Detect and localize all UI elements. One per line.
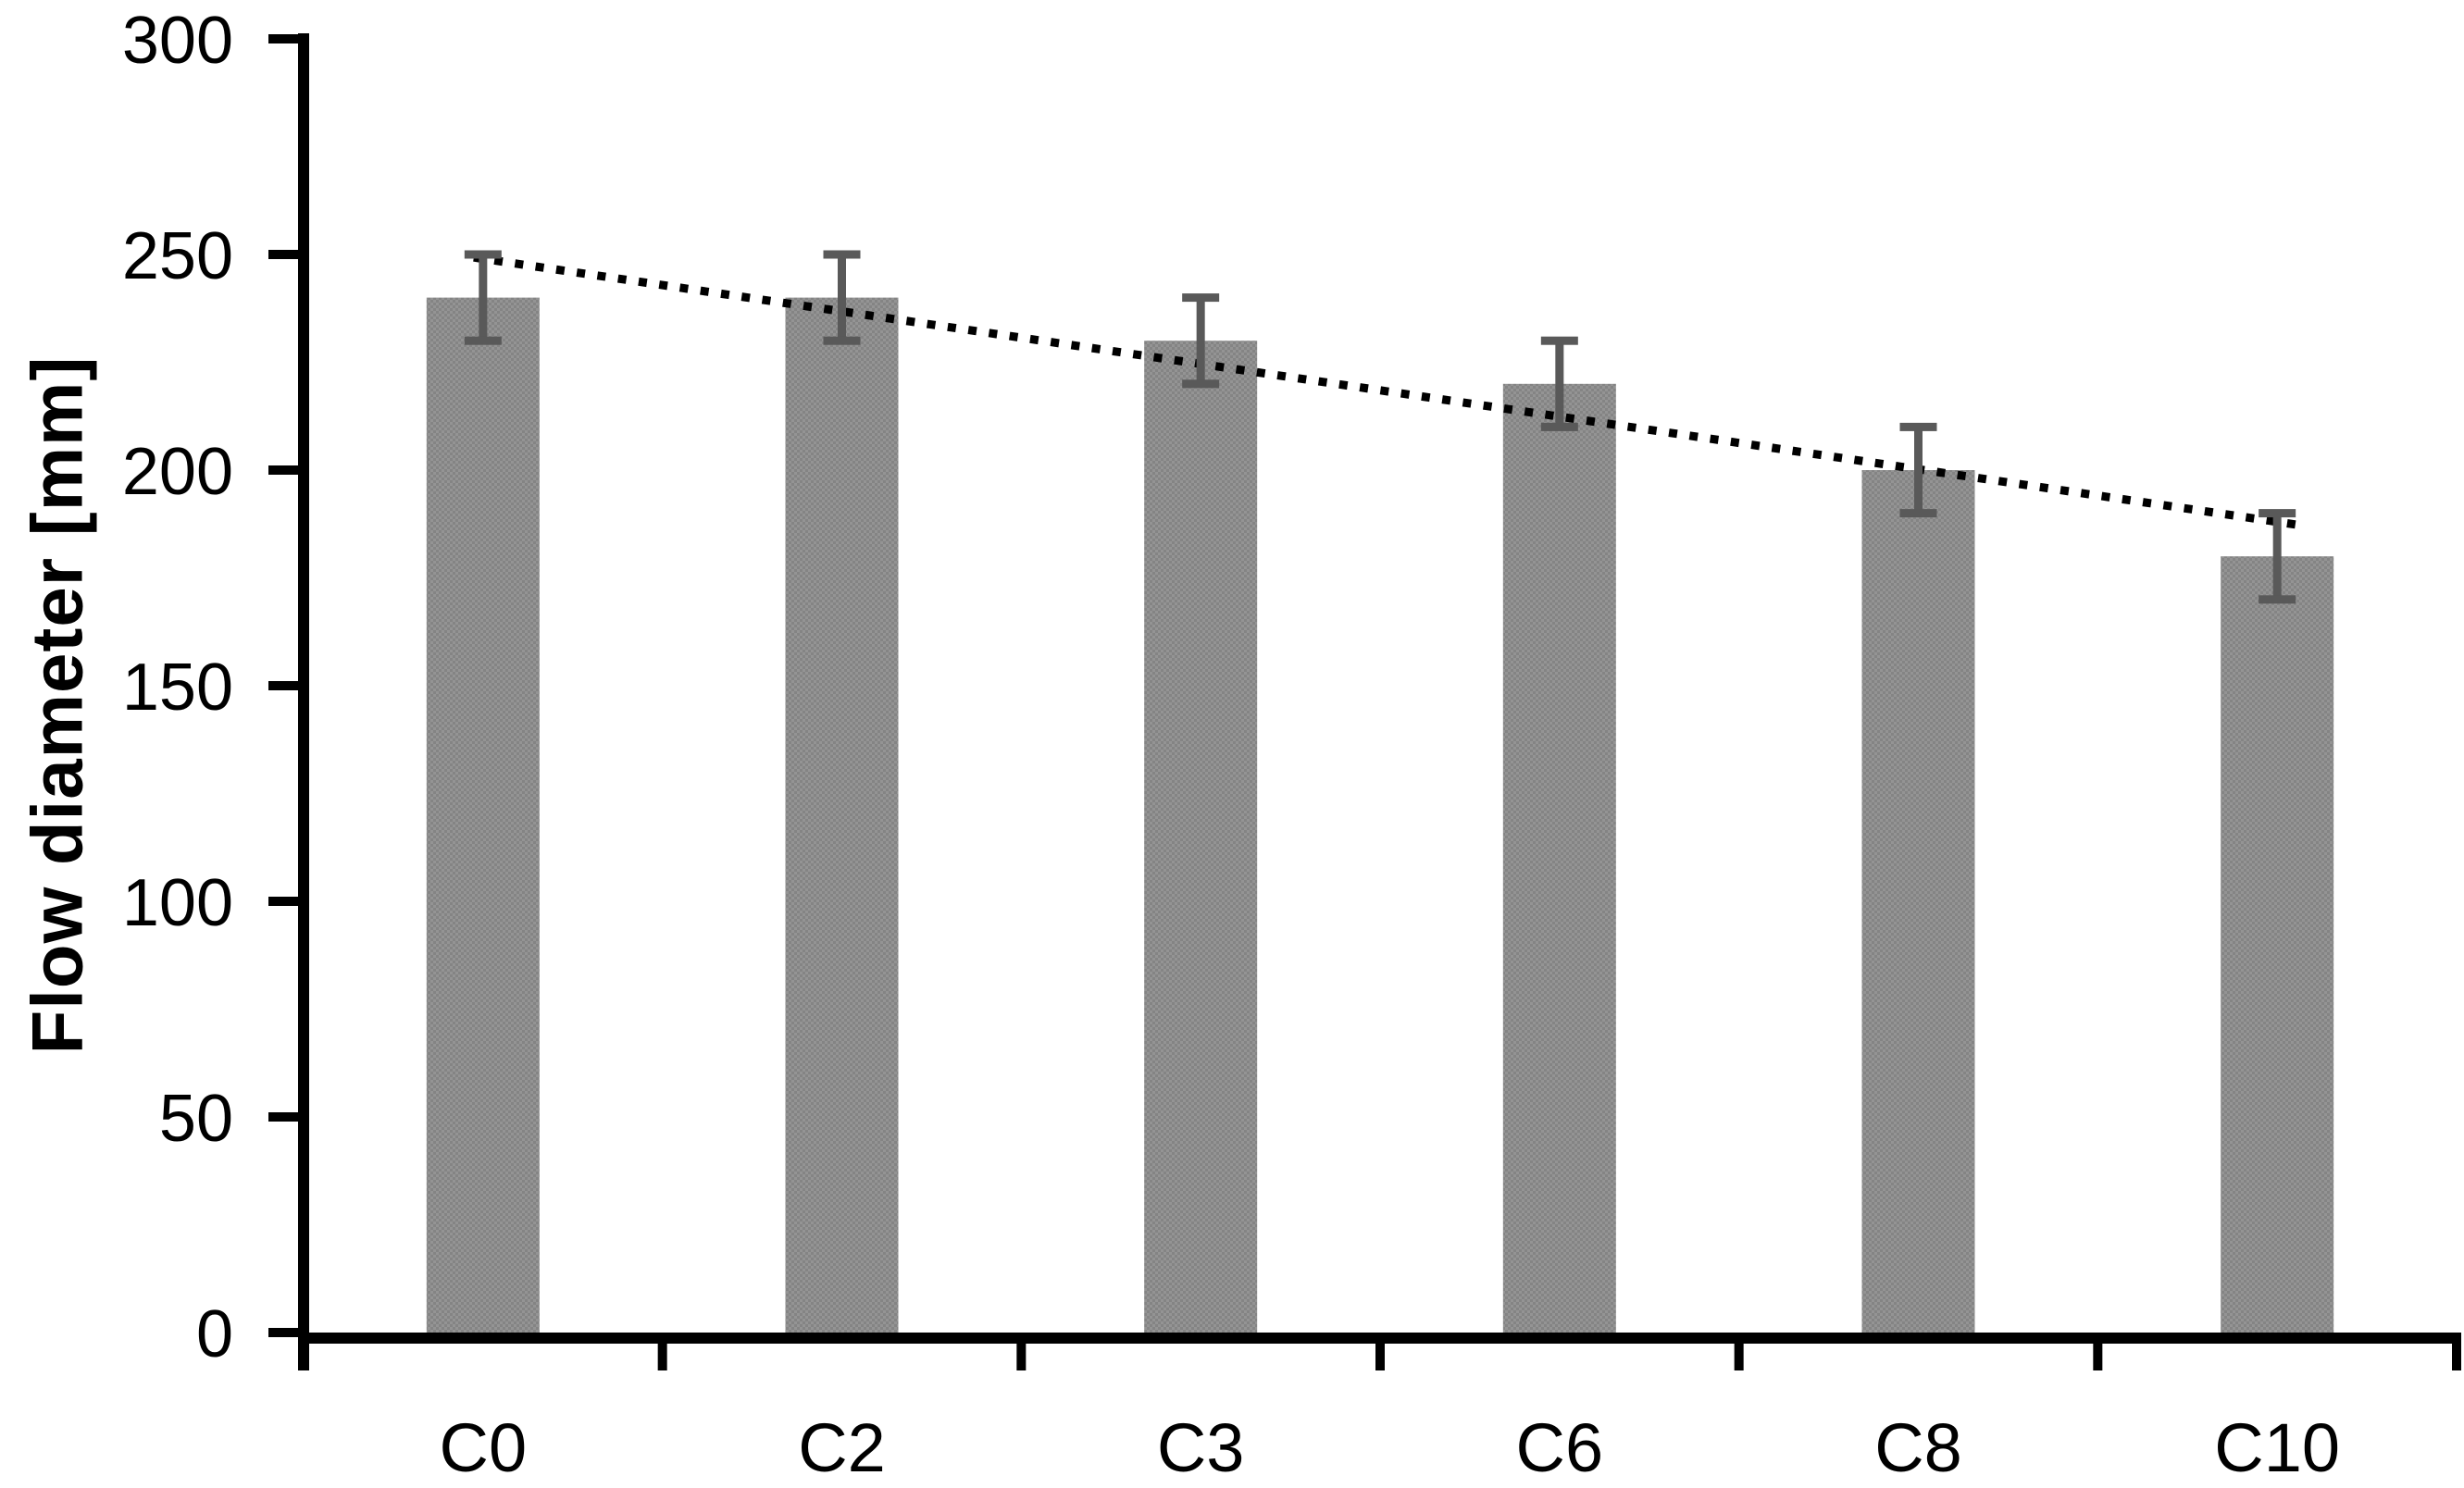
- y-tick-50: [268, 1112, 309, 1122]
- error-bar-c0-cap-bottom: [464, 336, 502, 345]
- y-tick-label-250: 250: [122, 219, 233, 293]
- trendline: [473, 253, 2300, 529]
- y-tick-100: [268, 897, 309, 906]
- x-category-label-c2: C2: [798, 1409, 886, 1486]
- error-bar-c6: [1555, 341, 1564, 428]
- x-boundary-tick-6: [2452, 1333, 2461, 1370]
- error-bar-c3: [1196, 297, 1205, 384]
- x-category-label-c3: C3: [1157, 1409, 1245, 1486]
- x-boundary-tick-1: [657, 1333, 667, 1370]
- error-bar-c2: [838, 254, 846, 341]
- x-category-label-c6: C6: [1516, 1409, 1604, 1486]
- bar-c6: [1502, 383, 1616, 1333]
- x-category-label-c8: C8: [1874, 1409, 1962, 1486]
- y-tick-250: [268, 250, 309, 259]
- error-bar-c2-cap-bottom: [823, 336, 861, 345]
- error-bar-c10-cap-bottom: [2259, 595, 2296, 604]
- y-tick-200: [268, 465, 309, 475]
- y-tick-150: [268, 681, 309, 690]
- x-boundary-tick-5: [2093, 1333, 2103, 1370]
- error-bar-c3-cap-bottom: [1182, 379, 1220, 389]
- error-bar-c8: [1914, 427, 1923, 514]
- x-boundary-tick-2: [1016, 1333, 1027, 1370]
- y-tick-label-0: 0: [196, 1297, 233, 1371]
- y-tick-label-150: 150: [122, 651, 233, 725]
- bar-c10: [2221, 556, 2334, 1333]
- bar-c3: [1144, 341, 1258, 1333]
- x-category-label-c0: C0: [440, 1409, 528, 1486]
- y-tick-label-50: 50: [159, 1082, 233, 1156]
- bar-c0: [426, 297, 540, 1333]
- error-bar-c8-cap-bottom: [1899, 509, 1937, 518]
- y-tick-label-200: 200: [122, 435, 233, 509]
- y-tick-label-100: 100: [122, 866, 233, 940]
- x-boundary-tick-4: [1734, 1333, 1744, 1370]
- bar-c2: [785, 297, 899, 1333]
- y-axis-line: [298, 33, 309, 1370]
- x-boundary-tick-3: [1375, 1333, 1385, 1370]
- error-bar-c6-cap-bottom: [1540, 422, 1578, 431]
- bar-c8: [1861, 470, 1975, 1333]
- error-bar-c0: [479, 254, 488, 341]
- error-bar-c10-cap-top: [2259, 509, 2296, 518]
- x-category-label-c10: C10: [2214, 1409, 2340, 1486]
- y-tick-label-300: 300: [122, 4, 233, 78]
- y-tick-0: [268, 1328, 309, 1337]
- y-tick-300: [268, 34, 309, 43]
- error-bar-c10: [2272, 513, 2282, 600]
- x-boundary-tick-0: [299, 1333, 308, 1370]
- error-bar-c2-cap-top: [823, 250, 861, 259]
- error-bar-c6-cap-top: [1540, 336, 1578, 345]
- y-axis-title: Flow diameter [mm]: [16, 355, 98, 1055]
- error-bar-c3-cap-top: [1182, 293, 1220, 303]
- error-bar-c0-cap-top: [464, 250, 502, 259]
- error-bar-c8-cap-top: [1899, 422, 1937, 431]
